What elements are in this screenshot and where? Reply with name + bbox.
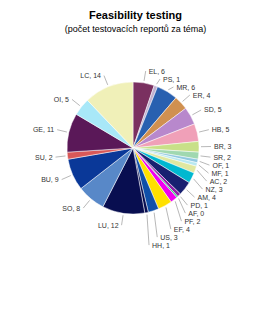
svg-text:PF, 2: PF, 2 (184, 218, 200, 225)
svg-text:GE, 11: GE, 11 (33, 126, 54, 133)
html-text:Feasibility testing: Feasibility testing (89, 9, 182, 21)
svg-text:SD, 5: SD, 5 (204, 106, 222, 113)
svg-text:SU, 2: SU, 2 (35, 154, 53, 161)
svg-text:BU, 9: BU, 9 (41, 176, 59, 183)
svg-text:AM, 4: AM, 4 (198, 194, 216, 201)
svg-text:SO, 8: SO, 8 (62, 205, 80, 212)
svg-text:SR, 2: SR, 2 (213, 154, 231, 161)
svg-text:OI, 5: OI, 5 (54, 96, 69, 103)
svg-text:PS, 1: PS, 1 (163, 76, 180, 83)
svg-text:HB, 5: HB, 5 (212, 126, 230, 133)
svg-text:HH, 1: HH, 1 (152, 242, 170, 249)
svg-text:BR, 3: BR, 3 (214, 143, 232, 150)
svg-text:MR, 6: MR, 6 (176, 84, 195, 91)
svg-text:US, 3: US, 3 (160, 234, 178, 241)
svg-text:EF, 4: EF, 4 (174, 226, 190, 233)
html-text:(počet testovacích reportů za: (počet testovacích reportů za téma) (64, 24, 207, 34)
svg-text:PD, 1: PD, 1 (190, 202, 208, 209)
svg-text:LU, 12: LU, 12 (98, 222, 119, 229)
svg-text:AC, 2: AC, 2 (210, 178, 228, 185)
svg-text:EL, 6: EL, 6 (149, 68, 165, 75)
svg-text:OF, 1: OF, 1 (212, 162, 229, 169)
svg-text:AF, 0: AF, 0 (188, 210, 204, 217)
svg-text:ER, 4: ER, 4 (193, 92, 211, 99)
svg-text:MF, 1: MF, 1 (212, 170, 229, 177)
svg-text:LC, 14: LC, 14 (80, 72, 101, 79)
svg-text:NZ, 3: NZ, 3 (206, 186, 223, 193)
